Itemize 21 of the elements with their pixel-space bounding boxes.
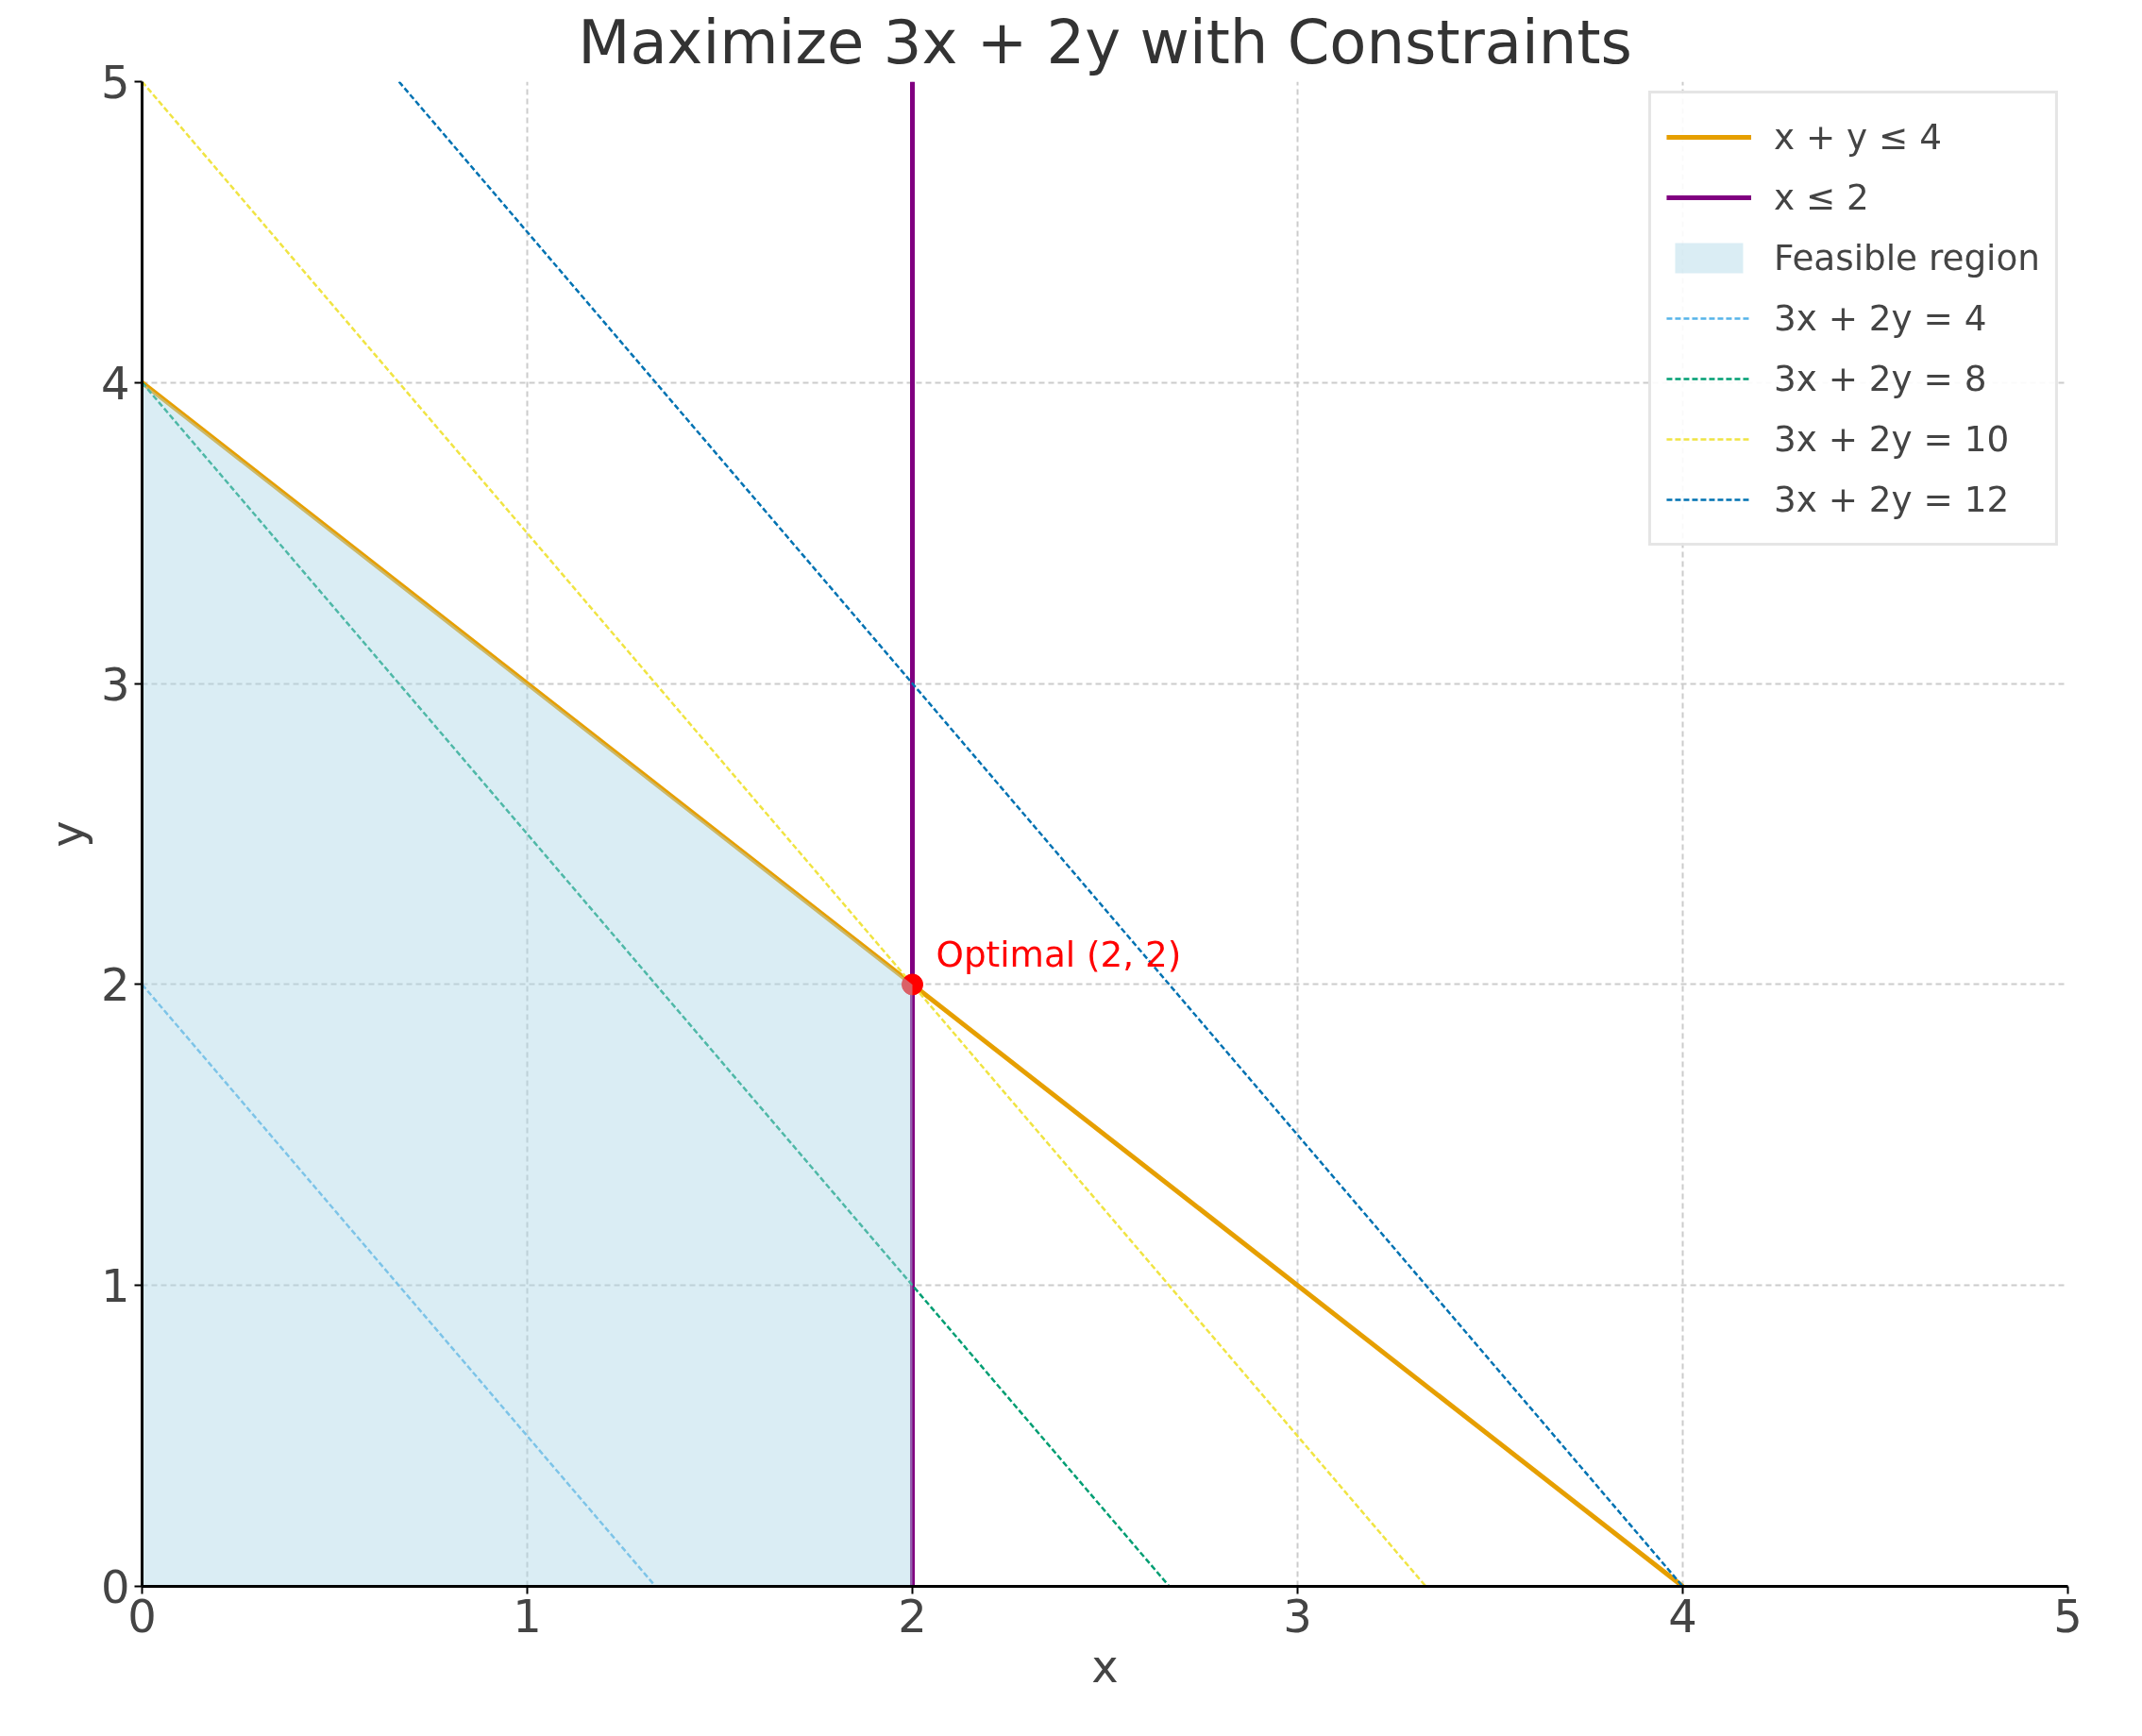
annotation: Optimal (2, 2) xyxy=(936,933,1182,975)
legend-label: 3x + 2y = 8 xyxy=(1773,357,1987,401)
y-tick-label: 1 xyxy=(100,1259,130,1313)
legend-label: x + y ≤ 4 xyxy=(1773,115,1942,160)
legend-label: 3x + 2y = 12 xyxy=(1773,478,2010,522)
y-tick-label: 2 xyxy=(100,958,130,1012)
x-tick-label: 5 xyxy=(2053,1589,2083,1643)
y-axis-title: y xyxy=(40,820,93,848)
x-tick-label: 2 xyxy=(898,1589,927,1643)
legend-label: Feasible region xyxy=(1773,236,2040,280)
x-tick-label: 3 xyxy=(1283,1589,1312,1643)
y-tick-label: 3 xyxy=(100,657,130,711)
x-tick-label: 1 xyxy=(513,1589,542,1643)
chart-title: Maximize 3x + 2y with Constraints xyxy=(578,7,1632,77)
legend-label: 3x + 2y = 10 xyxy=(1773,417,2010,462)
x-axis-title: x xyxy=(1091,1639,1119,1693)
y-tick-label: 4 xyxy=(100,356,130,410)
legend-label: 3x + 2y = 4 xyxy=(1773,296,1987,341)
x-tick-label: 4 xyxy=(1668,1589,1697,1643)
y-tick-label: 5 xyxy=(100,56,130,109)
legend-label: x ≤ 2 xyxy=(1773,176,1869,220)
